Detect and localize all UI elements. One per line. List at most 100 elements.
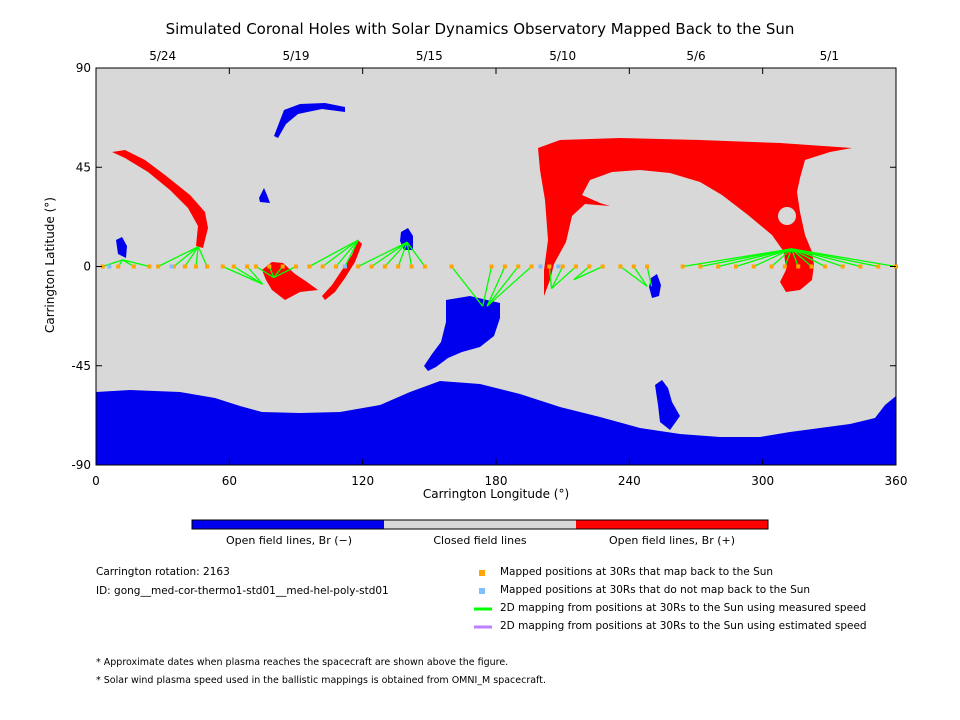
legend-estimated-speed: 2D mapping from positions at 30Rs to the…: [500, 620, 867, 632]
colorbar-segment: [384, 520, 576, 529]
mapping-line: [322, 239, 359, 268]
mapping-line: [122, 259, 150, 268]
mapping-line: [397, 242, 408, 267]
mapping-line: [771, 248, 792, 267]
mapped-point: [840, 264, 845, 269]
mapped-point: [422, 264, 427, 269]
mapping-line: [548, 266, 553, 289]
top-date-label: 5/19: [283, 49, 310, 63]
mapping-line: [753, 248, 792, 268]
mapped-point: [769, 264, 774, 269]
mapping-line: [735, 248, 792, 268]
mapping-line: [791, 248, 843, 268]
colorbar-segment: [192, 520, 384, 529]
north-negative-hole-small: [259, 188, 270, 203]
x-tick-label: 0: [92, 474, 100, 488]
mapped-point: [600, 264, 605, 269]
legend-markers: [474, 570, 492, 629]
legend-not-mapped: Mapped positions at 30Rs that do not map…: [500, 584, 811, 596]
mapping-line: [195, 246, 199, 267]
model-id: ID: gong__med-cor-thermo1-std01__med-hel…: [96, 585, 389, 597]
south-hole-right-cusp: [655, 380, 680, 430]
y-tick-label: -45: [71, 359, 91, 373]
y-axis-label: Carrington Latitude (°): [43, 197, 57, 333]
mapped-point: [529, 264, 534, 269]
mapped-point: [547, 264, 552, 269]
positive-hole-thin-arc: [322, 240, 362, 300]
axes-group: 0 60 120 180 240 300 360 90 45 0 -45 -90 5/24 5/19 5/1…: [71, 49, 907, 488]
positive-hole-center: [262, 262, 318, 300]
mapped-point: [680, 264, 685, 269]
mapping-line: [451, 266, 484, 307]
mapped-point: [560, 264, 565, 269]
legend-measured-speed: 2D mapping from positions at 30Rs to the…: [500, 602, 867, 614]
mapped-point: [171, 264, 176, 269]
colorbar-label-positive: Open field lines, Br (+): [608, 534, 736, 547]
top-date-label: 5/1: [820, 49, 839, 63]
x-tick-label: 180: [485, 474, 508, 488]
mapping-line: [102, 259, 123, 268]
colorbar: [191, 519, 769, 530]
mapping-line: [486, 266, 519, 307]
y-tick-label: 0: [83, 260, 91, 274]
mapped-point: [796, 264, 801, 269]
top-date-label: 5/6: [686, 49, 705, 63]
mapping-line: [791, 248, 826, 268]
legend-mapped: Mapped positions at 30Rs that map back t…: [500, 566, 774, 578]
mapped-point: [267, 264, 272, 269]
mapping-line: [550, 266, 564, 289]
mapping-line: [406, 242, 413, 267]
mapped-point: [131, 264, 136, 269]
colorbar-label-closed: Closed field lines: [433, 534, 527, 547]
mapped-point: [294, 264, 298, 269]
mapping-line: [791, 248, 812, 267]
unmapped-point: [342, 264, 347, 269]
mapping-line: [790, 248, 799, 267]
mapped-point: [205, 264, 210, 269]
mapping-line: [646, 266, 653, 287]
mapped-point: [449, 264, 454, 269]
mapped-point: [156, 264, 161, 269]
central-negative-coronal-hole: [424, 296, 500, 371]
mapped-point: [307, 264, 312, 269]
north-negative-hole-arc: [274, 103, 345, 138]
mapping-line: [273, 265, 297, 279]
unmapped-point: [107, 264, 112, 269]
mapping-line: [573, 265, 603, 281]
legend-square: [479, 570, 485, 576]
mapped-point: [734, 264, 738, 269]
x-tick-label: 60: [222, 474, 237, 488]
x-tick-label: 360: [885, 474, 908, 488]
colorbar-frame: [191, 519, 769, 530]
unmapped-point: [556, 264, 561, 269]
mapped-point: [716, 264, 721, 269]
mapping-line: [573, 266, 590, 281]
mapped-point: [369, 264, 374, 269]
mapped-point: [876, 264, 881, 269]
mapped-point: [100, 264, 105, 269]
positive-hole-gap: [778, 207, 796, 225]
mapped-point: [280, 264, 285, 269]
mapping-line: [197, 246, 208, 267]
mapping-line: [482, 266, 493, 307]
mapping-line: [700, 248, 792, 268]
x-tick-label: 300: [751, 474, 774, 488]
mapping-line: [335, 239, 359, 267]
mapping-line: [784, 248, 793, 267]
mapped-point: [587, 264, 592, 269]
y-tick-label: 90: [76, 61, 91, 75]
unmapped-point: [169, 264, 174, 269]
mapped-point: [382, 264, 387, 269]
mapping-line: [620, 265, 648, 287]
mapping-line: [157, 246, 199, 268]
mapped-point: [396, 264, 401, 269]
mapped-point: [147, 264, 152, 269]
mapped-point: [751, 264, 756, 269]
mapped-point: [809, 264, 814, 269]
mapping-line: [255, 265, 275, 279]
top-date-label: 5/15: [416, 49, 443, 63]
mapping-line: [371, 241, 408, 268]
note-speed-source: * Solar wind plasma speed used in the ba…: [96, 675, 546, 686]
note-dates: * Approximate dates when plasma reaches …: [96, 657, 509, 668]
mapped-point: [574, 264, 578, 269]
